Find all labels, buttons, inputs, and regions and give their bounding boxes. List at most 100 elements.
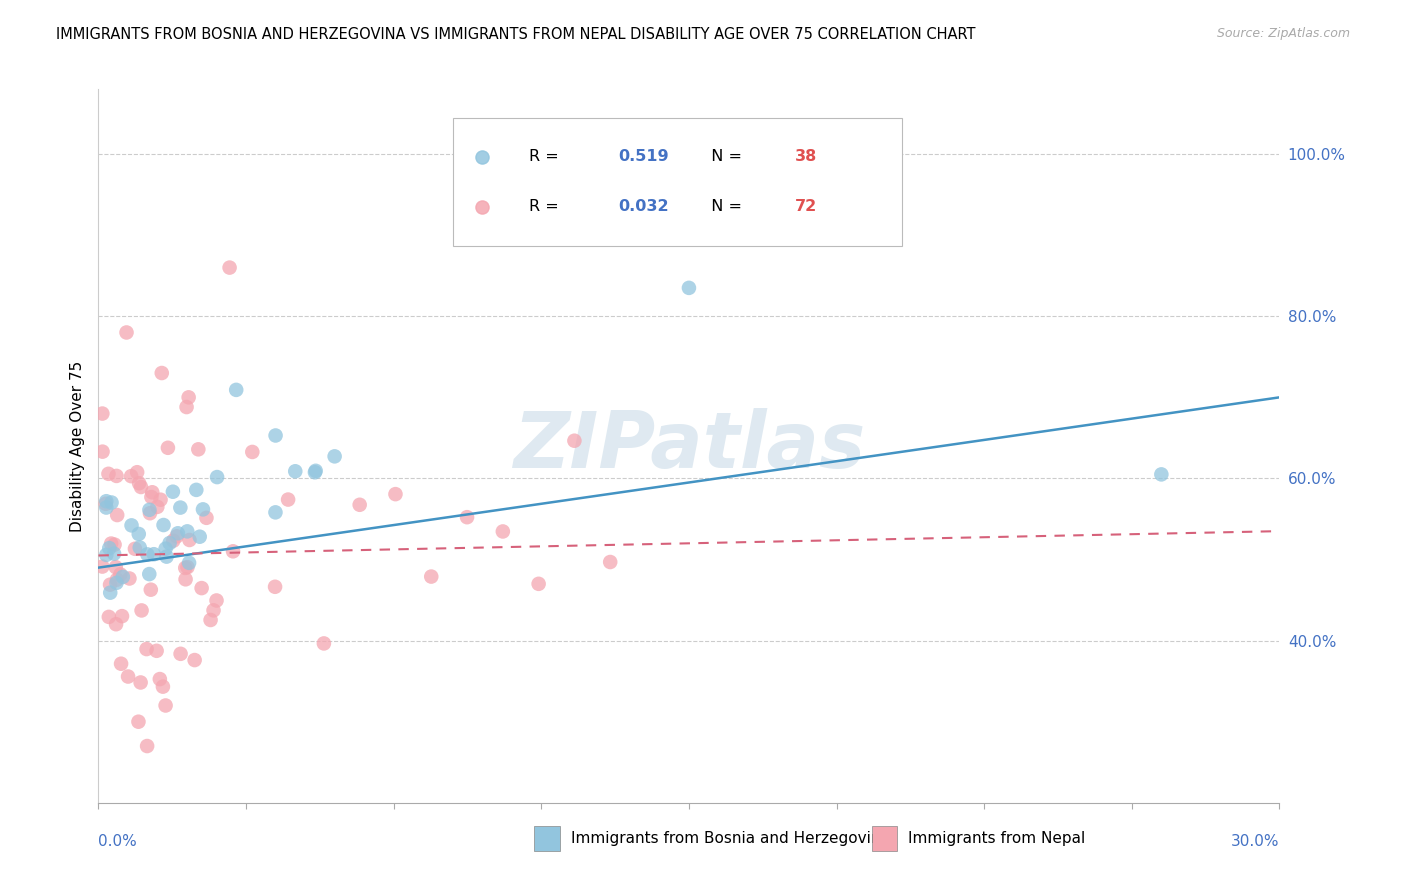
Point	[1367, 281, 1389, 295]
Point	[149, 672, 172, 686]
Point	[131, 603, 153, 617]
Point	[129, 480, 152, 494]
Point	[127, 465, 149, 479]
FancyBboxPatch shape	[453, 118, 901, 246]
Point	[155, 549, 177, 564]
Point	[127, 714, 149, 729]
Point	[103, 538, 125, 552]
Point	[1367, 224, 1389, 238]
Point	[1150, 467, 1173, 482]
Point	[105, 575, 128, 590]
Point	[323, 450, 346, 464]
Point	[264, 428, 287, 442]
Point	[205, 593, 228, 607]
Point	[176, 400, 198, 414]
Point	[128, 527, 150, 541]
Point	[146, 500, 169, 514]
Point	[564, 434, 586, 448]
Text: 0.0%: 0.0%	[98, 834, 138, 849]
Text: N =: N =	[700, 150, 747, 164]
Text: 72: 72	[796, 200, 817, 214]
Point	[188, 530, 211, 544]
Text: R =: R =	[530, 150, 564, 164]
Point	[128, 541, 150, 555]
Point	[98, 577, 121, 591]
Point	[305, 464, 328, 478]
Point	[169, 647, 191, 661]
Point	[284, 464, 307, 478]
Point	[111, 570, 134, 584]
Point	[162, 484, 184, 499]
Point	[155, 541, 177, 556]
Point	[141, 490, 163, 504]
Point	[138, 503, 160, 517]
Point	[167, 526, 190, 541]
Point	[105, 508, 128, 522]
Point	[240, 445, 263, 459]
Point	[678, 281, 700, 295]
Point	[96, 500, 118, 515]
Point	[141, 485, 163, 500]
Point	[155, 698, 177, 713]
Point	[492, 524, 515, 539]
Point	[110, 567, 132, 582]
Point	[105, 617, 128, 632]
Point	[191, 502, 214, 516]
Text: Immigrants from Nepal: Immigrants from Nepal	[908, 831, 1085, 846]
Point	[98, 585, 121, 599]
Point	[96, 548, 118, 562]
Text: Immigrants from Bosnia and Herzegovina: Immigrants from Bosnia and Herzegovina	[571, 831, 890, 846]
Point	[264, 505, 287, 519]
Point	[177, 556, 200, 570]
Point	[174, 572, 197, 586]
Point	[97, 467, 120, 481]
Point	[304, 465, 326, 479]
Point	[129, 675, 152, 690]
Point	[202, 603, 225, 617]
Point	[115, 326, 138, 340]
Point	[91, 559, 114, 574]
Point	[150, 366, 173, 380]
Text: ZIPatlas: ZIPatlas	[513, 408, 865, 484]
Point	[149, 492, 172, 507]
Point	[105, 573, 128, 587]
Text: 0.032: 0.032	[619, 200, 669, 214]
Point	[118, 572, 141, 586]
Point	[174, 561, 197, 575]
Point	[183, 653, 205, 667]
Point	[103, 547, 125, 561]
Point	[186, 483, 208, 497]
Point	[120, 469, 142, 483]
Point	[121, 518, 143, 533]
Point	[100, 536, 122, 550]
Point	[179, 533, 201, 547]
Point	[456, 510, 478, 524]
Point	[187, 442, 209, 457]
Point	[97, 610, 120, 624]
Point	[222, 544, 245, 558]
Point	[176, 560, 198, 574]
Point	[100, 495, 122, 509]
Point	[98, 541, 121, 555]
Point	[139, 506, 162, 520]
Point	[136, 547, 159, 561]
Y-axis label: Disability Age Over 75: Disability Age Over 75	[69, 360, 84, 532]
Point	[190, 581, 212, 595]
Point	[420, 569, 443, 583]
Point	[145, 644, 167, 658]
Point	[264, 580, 287, 594]
Point	[177, 390, 200, 404]
Point	[136, 739, 159, 753]
Point	[162, 533, 184, 548]
Point	[110, 657, 132, 671]
Point	[96, 494, 118, 508]
Point	[312, 636, 335, 650]
Point	[91, 444, 114, 458]
Point	[124, 541, 146, 556]
Point	[527, 577, 550, 591]
Point	[91, 407, 114, 421]
Point	[384, 487, 406, 501]
Point	[138, 567, 160, 582]
Text: IMMIGRANTS FROM BOSNIA AND HERZEGOVINA VS IMMIGRANTS FROM NEPAL DISABILITY AGE O: IMMIGRANTS FROM BOSNIA AND HERZEGOVINA V…	[56, 27, 976, 42]
Text: N =: N =	[700, 200, 747, 214]
